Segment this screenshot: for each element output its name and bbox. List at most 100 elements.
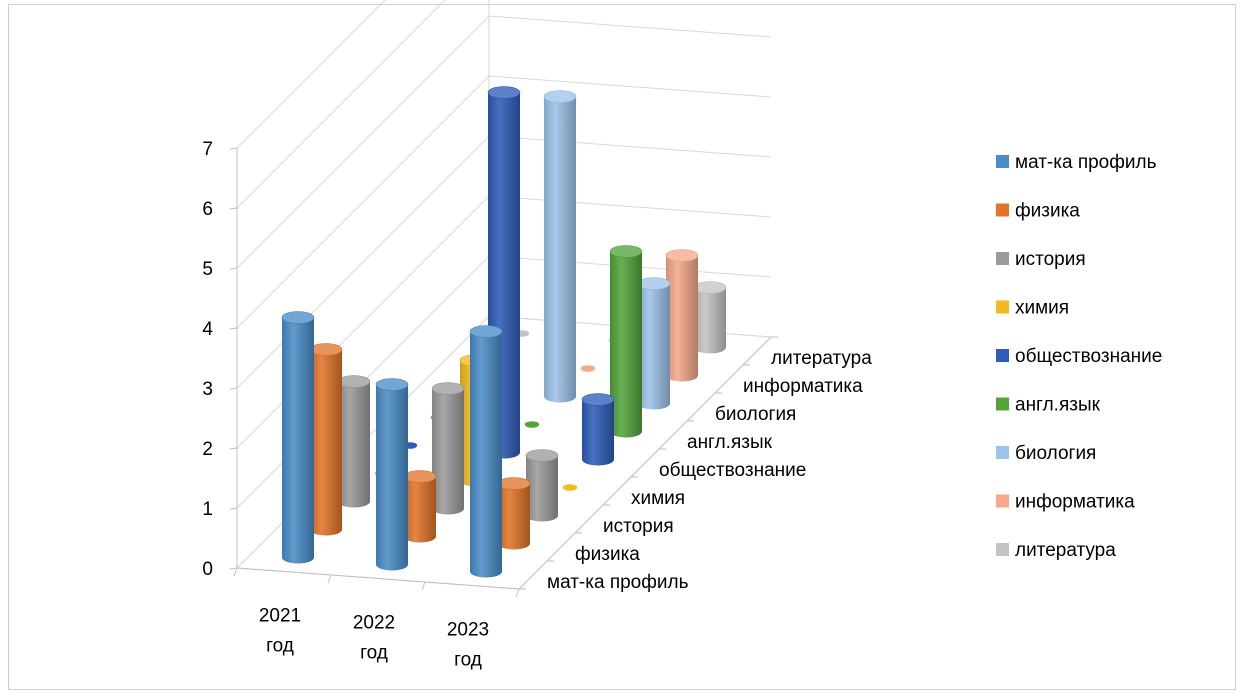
legend-swatch (996, 494, 1009, 508)
gridline (236, 0, 386, 149)
legend-label: биология (1015, 443, 1096, 464)
category-tick (421, 581, 426, 591)
legend-item: история (996, 249, 1086, 270)
bar-top (403, 470, 437, 483)
bar-top (487, 86, 521, 99)
value-tick (229, 267, 238, 270)
value-tick-label: 3 (202, 379, 213, 400)
bar (309, 343, 343, 536)
bar-top (562, 484, 578, 491)
bar (580, 365, 596, 372)
value-tick (229, 507, 238, 510)
category-tick (515, 588, 520, 598)
value-tick (229, 147, 238, 150)
value-tick-label: 0 (202, 559, 213, 580)
value-tick (229, 207, 238, 210)
legend-swatch (996, 543, 1009, 556)
bar (543, 90, 577, 403)
depth-label: химия (631, 488, 685, 509)
depth-label: англ.язык (687, 432, 773, 453)
bar-top (693, 281, 727, 294)
category-axis (236, 567, 520, 590)
chart-bars (281, 86, 727, 578)
bar-body (404, 476, 436, 543)
depth-label: информатика (743, 376, 863, 397)
bar-body (432, 388, 464, 515)
legend-label: физика (1015, 201, 1080, 222)
bar-body (526, 455, 558, 522)
depth-axis (518, 336, 772, 590)
legend-label: информатика (1015, 492, 1135, 513)
legend-swatch (996, 349, 1009, 362)
value-tick-label: 4 (202, 319, 213, 340)
depth-label: физика (575, 544, 640, 565)
bar-body (582, 399, 614, 466)
bar-top (281, 311, 315, 324)
bar (281, 311, 315, 564)
category-label: год (266, 636, 294, 657)
bar-top (497, 477, 531, 490)
bar-top (309, 343, 343, 356)
legend-item: мат-ка профиль (996, 152, 1157, 173)
bar-body (666, 255, 698, 382)
legend-label: литература (1015, 540, 1116, 561)
bar-top (375, 378, 409, 391)
category-label: 2022 (353, 613, 395, 634)
bar (637, 277, 671, 410)
gridline (236, 75, 772, 329)
value-tick (229, 327, 238, 330)
category-tick (233, 567, 238, 577)
bar-body (338, 381, 370, 508)
legend-item: биология (996, 443, 1096, 464)
bar (525, 449, 559, 522)
legend-swatch (996, 252, 1009, 265)
category-label: 2021 (259, 606, 301, 627)
bar-top (665, 249, 699, 262)
legend-swatch (996, 155, 1009, 168)
bar (403, 470, 437, 543)
bar-top (543, 90, 577, 103)
bar (469, 325, 503, 578)
bar-top (337, 375, 371, 388)
gridline (236, 0, 446, 209)
bar-body (610, 251, 642, 438)
bar (581, 393, 615, 466)
value-tick (229, 567, 238, 570)
legend-item: обществознание (996, 346, 1162, 367)
legend-label: химия (1015, 298, 1069, 319)
bar-top (637, 277, 671, 290)
gridline (236, 15, 772, 269)
legend-label: обществознание (1015, 346, 1162, 367)
depth-label: биология (715, 404, 796, 425)
bar (665, 249, 699, 382)
legend-swatch (996, 300, 1009, 314)
depth-label: мат-ка профиль (547, 572, 689, 593)
bar-body (694, 287, 726, 354)
value-tick (229, 447, 238, 450)
bar (524, 421, 540, 428)
category-label: год (454, 650, 482, 671)
legend-swatch (996, 397, 1009, 411)
legend-swatch (996, 446, 1009, 459)
legend-item: информатика (996, 492, 1135, 513)
legend-item: химия (996, 298, 1069, 319)
legend-label: англ.язык (1015, 395, 1101, 416)
bar-body (470, 331, 502, 578)
bar-top (469, 325, 503, 338)
value-tick-label: 1 (202, 499, 213, 520)
bar (375, 378, 409, 571)
value-tick-label: 7 (202, 139, 213, 160)
depth-label: литература (771, 348, 872, 369)
bar (693, 281, 727, 354)
value-tick (229, 387, 238, 390)
depth-label: история (603, 516, 674, 537)
bar-body (282, 317, 314, 564)
chart-axes: 0 1 2 3 4 5 6 7 2021 год 2022 год 2023 год мат-ка проф… (202, 139, 872, 671)
value-tick-label: 5 (202, 259, 213, 280)
chart-legend: мат-ка профиль физика история химия общество… (996, 152, 1162, 561)
value-tick-label: 6 (202, 199, 213, 220)
category-label: 2023 (447, 620, 489, 641)
bar-top (581, 393, 615, 406)
depth-label: обществознание (659, 460, 806, 481)
